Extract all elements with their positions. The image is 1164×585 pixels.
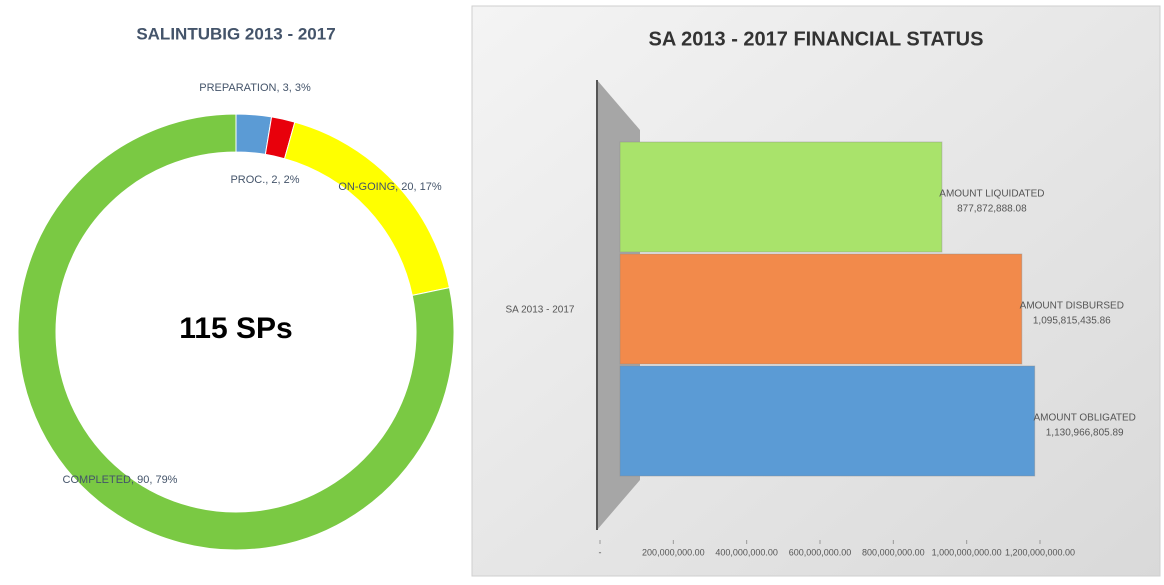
center-label: 115 SPs bbox=[179, 312, 292, 345]
x-tick-label: 200,000,000.00 bbox=[642, 547, 705, 557]
bar bbox=[619, 365, 1036, 477]
slice-label: COMPLETED, 90, 79% bbox=[63, 474, 178, 486]
x-tick-label: 600,000,000.00 bbox=[789, 547, 852, 557]
donut-slice bbox=[17, 113, 455, 551]
x-tick-label: 1,000,000,000.00 bbox=[932, 547, 1002, 557]
data-label: 1,130,966,805.89 bbox=[1046, 428, 1124, 439]
slice-label: PROC., 2, 2% bbox=[230, 174, 299, 186]
series-name: AMOUNT LIQUIDATED bbox=[939, 189, 1044, 200]
donut-slice bbox=[283, 121, 451, 296]
bar-title: SA 2013 - 2017 FINANCIAL STATUS bbox=[649, 28, 984, 50]
data-label: 877,872,888.08 bbox=[957, 204, 1027, 215]
x-tick-label: 400,000,000.00 bbox=[715, 547, 778, 557]
series-name: AMOUNT DISBURSED bbox=[1020, 301, 1124, 312]
donut-title: SALINTUBIG 2013 - 2017 bbox=[136, 24, 335, 43]
bar bbox=[619, 141, 943, 253]
slice-label: PREPARATION, 3, 3% bbox=[199, 82, 311, 94]
x-tick-label: 800,000,000.00 bbox=[862, 547, 925, 557]
slice-label: ON-GOING, 20, 17% bbox=[338, 181, 442, 193]
x-tick-label: - bbox=[599, 547, 602, 557]
x-tick-label: 1,200,000,000.00 bbox=[1005, 547, 1075, 557]
data-label: 1,095,815,435.86 bbox=[1033, 316, 1111, 327]
bar bbox=[619, 253, 1023, 365]
category-label: SA 2013 - 2017 bbox=[506, 305, 575, 316]
series-name: AMOUNT OBLIGATED bbox=[1033, 413, 1135, 424]
